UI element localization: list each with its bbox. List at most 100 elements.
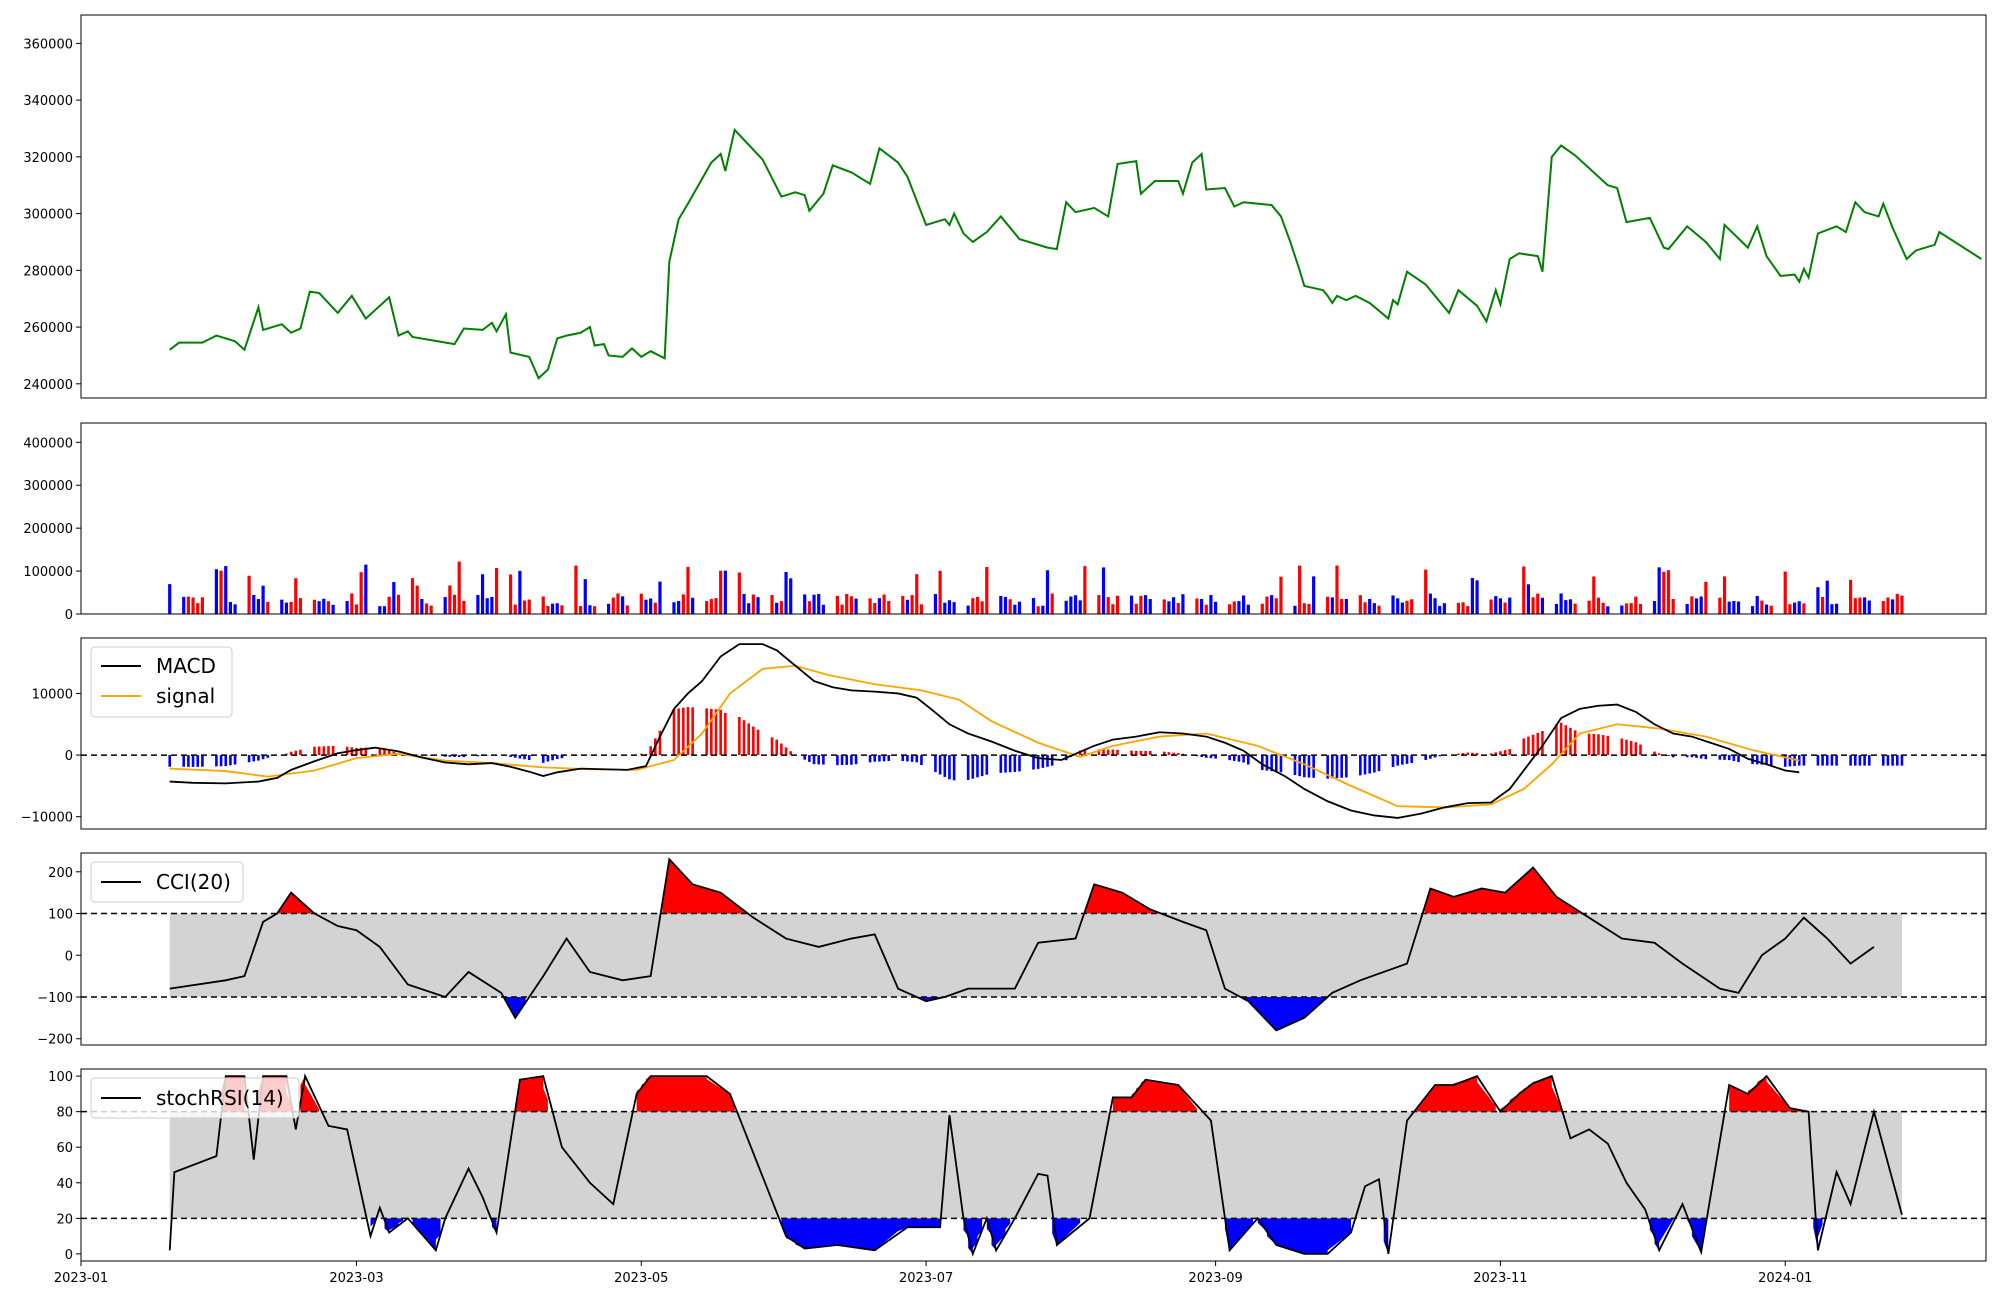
macd-legend-box	[90, 646, 233, 718]
volume-bar	[522, 600, 527, 614]
volume-bar	[1456, 602, 1460, 614]
volume-bar	[1041, 605, 1045, 614]
macd-histogram-bar	[1228, 755, 1231, 761]
macd-histogram-bar	[294, 750, 298, 756]
volume-bar	[1489, 599, 1493, 614]
price-ytick-label: 320000	[23, 151, 73, 166]
date-tick-label: 2023-03	[329, 1271, 383, 1286]
macd-histogram-bar	[448, 755, 452, 757]
macd-histogram-bar	[1760, 755, 1764, 765]
volume-bar	[873, 603, 877, 614]
date-tick-label: 2023-07	[899, 1271, 953, 1286]
macd-histogram-bar	[224, 755, 228, 767]
volume-bar	[1834, 603, 1839, 614]
macd-histogram-bar	[1363, 755, 1367, 775]
volume-bar	[1699, 596, 1703, 614]
volume-bar	[1503, 602, 1507, 614]
macd-histogram-bar	[1200, 755, 1203, 758]
volume-bar	[1508, 597, 1512, 614]
volume-bar	[644, 599, 648, 614]
macd-histogram-bar	[775, 739, 778, 756]
volume-bar	[387, 596, 391, 614]
macd-histogram-bar	[1457, 753, 1460, 756]
macd-histogram-bar	[1293, 755, 1297, 776]
macd-histogram-bar	[1863, 755, 1866, 766]
volume-bar	[933, 593, 938, 614]
macd-histogram-bar	[1653, 751, 1656, 756]
macd-histogram-bar	[943, 755, 947, 777]
macd-histogram-bar	[1685, 755, 1689, 758]
macd-histogram-bar	[1657, 753, 1661, 756]
macd-histogram-bar	[1755, 755, 1759, 765]
macd-histogram-bar	[1429, 755, 1432, 759]
stoch-ytick-label: 40	[56, 1177, 73, 1192]
macd-histogram-bar	[1377, 755, 1381, 772]
macd-histogram-bar	[317, 746, 321, 756]
volume-bar	[817, 594, 821, 614]
macd-histogram-bar	[252, 755, 256, 762]
macd-histogram-bar	[686, 707, 690, 756]
macd-histogram-bar	[1783, 755, 1787, 767]
macd-histogram-bar	[756, 729, 760, 756]
volume-bar	[1302, 603, 1306, 614]
volume-bar	[261, 585, 265, 614]
volume-bar	[1260, 603, 1264, 614]
volume-bar	[280, 599, 284, 614]
macd-histogram-bar	[359, 747, 363, 756]
volume-bar	[882, 594, 886, 614]
macd-histogram-bar	[999, 755, 1003, 773]
volume-bar	[1629, 603, 1633, 614]
volume-bar	[1368, 598, 1372, 614]
macd-histogram-bar	[257, 755, 260, 761]
macd-histogram-bar	[1625, 739, 1628, 756]
macd-histogram-bar	[555, 755, 559, 760]
price-ytick-label: 340000	[23, 94, 73, 109]
cci-ytick-label: −200	[37, 1033, 73, 1048]
volume-bar	[779, 601, 783, 614]
macd-histogram-bar	[513, 755, 517, 758]
volume-bar	[541, 596, 545, 614]
date-tick-label: 2023-11	[1473, 1271, 1527, 1286]
macd-histogram-bar	[1326, 755, 1329, 779]
volume-bar	[588, 605, 592, 614]
volume-bar	[910, 595, 914, 614]
volume-bar	[490, 596, 494, 614]
volume-bar	[611, 597, 615, 614]
macd-histogram-bar	[1727, 755, 1731, 761]
volume-bar	[625, 605, 629, 614]
volume-bar	[1438, 605, 1442, 614]
macd-histogram-bar	[299, 749, 302, 756]
stoch-overbought-fill	[515, 1076, 548, 1112]
macd-histogram-bar	[1573, 730, 1577, 756]
macd-histogram-bar	[1172, 752, 1175, 756]
macd-histogram-bar	[261, 755, 265, 760]
volume-bar	[452, 594, 457, 614]
volume-bar	[1750, 606, 1755, 614]
macd-histogram-bar	[1083, 750, 1087, 756]
stochrsi-panel: 0 20 40 60 80 100 stochRSI(14)	[48, 1068, 1987, 1263]
cci-legend-box	[90, 861, 244, 903]
volume-bar	[915, 574, 919, 614]
macd-histogram-bar	[1116, 749, 1119, 756]
volume-bar	[887, 601, 891, 614]
macd-histogram-bar	[1508, 749, 1512, 756]
macd-histogram-bar	[649, 746, 652, 756]
volume-bar	[1298, 565, 1302, 614]
volume-bar	[462, 600, 466, 614]
macd-histogram-bar	[1260, 755, 1264, 771]
macd-ytick-label: 0	[65, 749, 73, 764]
volume-bar	[1228, 604, 1232, 614]
volume-bar	[266, 601, 270, 614]
volume-bar	[947, 600, 952, 614]
macd-histogram-bar	[289, 751, 293, 756]
date-tick-label: 2023-09	[1188, 1271, 1242, 1286]
macd-histogram-bar	[1359, 755, 1362, 776]
volume-bar	[1891, 599, 1895, 614]
price-ytick-label: 280000	[23, 264, 73, 279]
volume-bar	[1694, 598, 1699, 614]
macd-histogram-bar	[1046, 755, 1049, 767]
volume-bar	[1895, 593, 1899, 614]
volume-bar	[672, 602, 676, 614]
macd-histogram-bar	[906, 755, 909, 762]
volume-bar	[1802, 603, 1806, 614]
